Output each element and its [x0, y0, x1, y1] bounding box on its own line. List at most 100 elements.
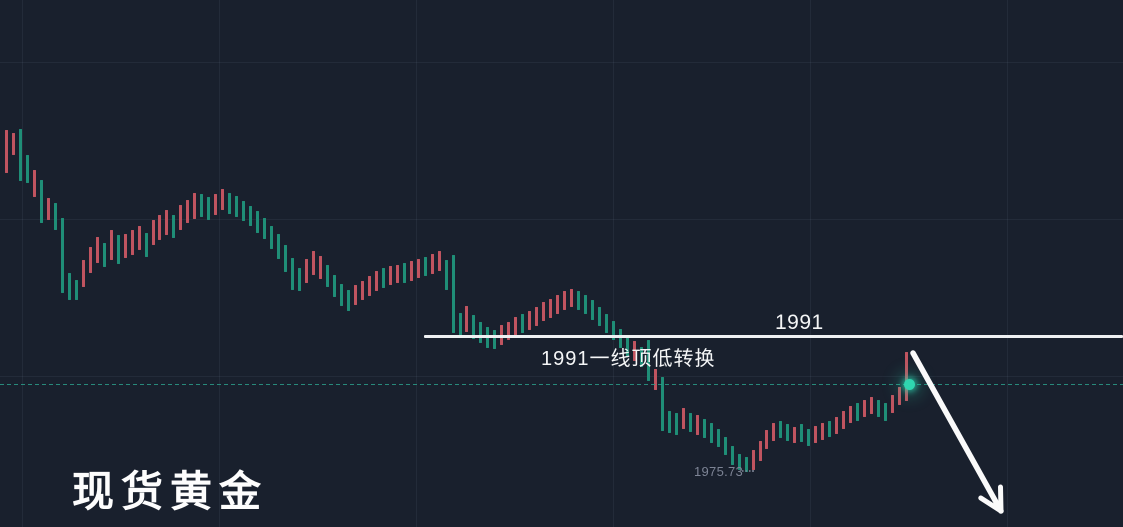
candle-bar: [367, 276, 371, 296]
candle-bar: [618, 328, 622, 349]
candle-bar: [716, 428, 720, 448]
candle-bar: [570, 288, 574, 308]
candle-bar: [277, 234, 281, 260]
candle-bar: [165, 210, 169, 236]
candle-bar: [151, 220, 155, 246]
candle-bar: [479, 321, 483, 344]
candle-bar: [144, 232, 148, 257]
candle-bar: [535, 306, 539, 327]
candle-bar: [556, 295, 560, 314]
candle-bar: [242, 200, 246, 222]
low-price-label: 1975.73: [694, 464, 744, 479]
grid-line-horizontal: [0, 376, 1123, 377]
candle-bar: [263, 217, 267, 239]
candle-bar: [737, 453, 741, 470]
candle-bar: [249, 205, 253, 227]
candle-bar: [577, 290, 581, 311]
candle-bar: [821, 423, 825, 441]
candle-bar: [353, 285, 357, 305]
candle-bar: [605, 313, 609, 334]
candle-bar: [849, 406, 853, 424]
candle-bar: [646, 339, 650, 381]
candle-bar: [270, 225, 274, 249]
candle-bar: [793, 426, 797, 443]
grid-line-vertical: [613, 0, 614, 527]
candle-bar: [800, 424, 804, 442]
candle-bar: [116, 235, 120, 264]
current-price-dashed-line: [0, 384, 1123, 386]
candle-bar: [730, 446, 734, 466]
candle-bar: [430, 254, 434, 274]
candle-bar: [709, 423, 713, 443]
candle-bar: [632, 341, 636, 361]
candle-bar: [444, 260, 448, 290]
candle-bar: [905, 352, 909, 401]
candle-bar: [653, 368, 657, 391]
candle-bar: [877, 400, 881, 418]
candle-bar: [11, 132, 15, 156]
candle-bar: [381, 268, 385, 288]
grid-line-vertical: [416, 0, 417, 527]
resistance-level-label: 1991: [775, 311, 824, 334]
candle-bar: [828, 420, 832, 437]
candle-bar: [744, 457, 748, 473]
candle-bar: [639, 346, 643, 368]
candle-bar: [409, 261, 413, 281]
instrument-title: 现货黄金: [72, 467, 269, 516]
candle-bar: [325, 264, 329, 287]
candle-bar: [681, 408, 685, 429]
candle-bar: [667, 410, 671, 434]
candle-bar: [898, 386, 902, 406]
candle-bar: [88, 246, 92, 273]
candle-bar: [305, 258, 308, 284]
candle-bar: [200, 194, 204, 217]
candle-bar: [207, 197, 211, 221]
candle-bar: [332, 274, 336, 297]
candle-bar: [465, 305, 469, 332]
candle-bar: [5, 130, 8, 173]
candle-bar: [186, 199, 190, 223]
resistance-line-1991: [424, 334, 1123, 338]
candle-bar: [437, 250, 441, 271]
candle-bar: [311, 251, 315, 275]
candle-bar: [214, 194, 218, 215]
candle-bar: [39, 180, 43, 223]
candle-bar: [507, 321, 511, 341]
candle-bar: [835, 417, 839, 434]
candle-bar: [674, 413, 678, 435]
candle-bar: [46, 197, 50, 221]
candle-bar: [514, 317, 518, 336]
grid-line-vertical: [1007, 0, 1008, 527]
grid-line-vertical: [810, 0, 811, 527]
grid-line-horizontal: [0, 62, 1123, 63]
candle-bar: [318, 255, 322, 279]
candle-bar: [179, 205, 183, 230]
candle-bar: [856, 402, 860, 421]
grid-line-vertical: [219, 0, 220, 527]
candle-bar: [221, 189, 225, 210]
candle-bar: [451, 254, 455, 334]
candle-bar: [395, 264, 399, 284]
candle-bar: [863, 400, 867, 418]
candle-bar: [298, 268, 302, 292]
candle-bar: [235, 196, 239, 217]
candle-bar: [584, 295, 588, 314]
candle-bar: [339, 284, 343, 306]
candle-bar: [158, 214, 162, 240]
candle-bar: [563, 290, 567, 311]
candle-bar: [458, 312, 462, 338]
candle-bar: [374, 270, 378, 291]
candle-bar: [291, 257, 295, 290]
candle-bar: [591, 300, 595, 320]
candle-bar: [360, 280, 364, 301]
candle-bar: [549, 298, 553, 319]
candle-bar: [256, 211, 260, 233]
candle-bar: [598, 306, 602, 327]
candle-bar: [109, 230, 113, 261]
candle-bar: [891, 394, 895, 414]
candle-bar: [60, 217, 64, 294]
candle-bar: [870, 396, 874, 415]
candle-bar: [772, 423, 776, 442]
